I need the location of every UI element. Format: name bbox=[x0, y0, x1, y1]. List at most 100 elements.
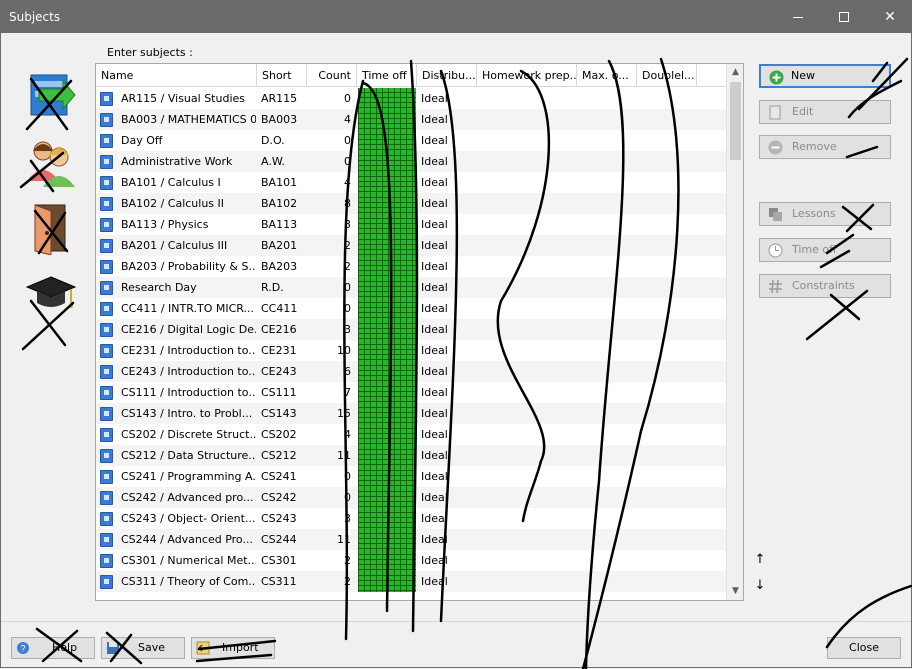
table-header: Name Short Count Time off Distribu... Ho… bbox=[96, 64, 726, 87]
time-off-grid[interactable] bbox=[358, 382, 416, 403]
table-row[interactable]: Administrative Work A.W. 0 Ideal bbox=[96, 151, 726, 172]
table-row[interactable]: CS202 / Discrete Struct... CS202 4 Ideal bbox=[96, 424, 726, 445]
column-header-homework[interactable]: Homework prep... bbox=[477, 64, 577, 87]
subject-name: CS241 / Programming A... bbox=[121, 470, 256, 483]
table-row[interactable]: BA003 / MATHEMATICS 0 BA003 4 Ideal bbox=[96, 109, 726, 130]
subject-name: Administrative Work bbox=[121, 155, 233, 168]
table-row[interactable]: CC411 / INTR.TO MICR... CC411 0 Ideal bbox=[96, 298, 726, 319]
table-row[interactable]: CS241 / Programming A... CS241 0 Ideal bbox=[96, 466, 726, 487]
new-button[interactable]: New bbox=[759, 64, 891, 88]
import-button[interactable]: Import bbox=[191, 637, 275, 659]
subject-count: 6 bbox=[344, 365, 351, 378]
time-off-grid[interactable] bbox=[358, 298, 416, 319]
time-off-grid[interactable] bbox=[358, 172, 416, 193]
move-down-button[interactable]: ↓ bbox=[754, 578, 766, 593]
table-row[interactable]: CS143 / Intro. to Probl... CS143 15 Ideal bbox=[96, 403, 726, 424]
subjects-table[interactable]: Name Short Count Time off Distribu... Ho… bbox=[95, 63, 744, 601]
table-row[interactable]: BA102 / Calculus II BA102 8 Ideal bbox=[96, 193, 726, 214]
subject-distribution: Ideal bbox=[421, 155, 448, 168]
subject-distribution: Ideal bbox=[421, 449, 448, 462]
scroll-down-icon[interactable]: ▼ bbox=[732, 586, 739, 596]
lessons-button[interactable]: Lessons bbox=[759, 202, 891, 226]
remove-button[interactable]: Remove bbox=[759, 135, 891, 159]
subject-name: CS243 / Object- Orient... bbox=[121, 512, 256, 525]
column-header-double[interactable]: Doublel... bbox=[637, 64, 697, 87]
time-off-grid[interactable] bbox=[358, 88, 416, 109]
scroll-up-icon[interactable]: ▲ bbox=[732, 67, 739, 77]
subject-distribution: Ideal bbox=[421, 113, 448, 126]
column-header-short[interactable]: Short bbox=[257, 64, 307, 87]
table-row[interactable]: CS111 / Introduction to... CS111 7 Ideal bbox=[96, 382, 726, 403]
column-header-time-off[interactable]: Time off bbox=[357, 64, 417, 87]
subjects-icon[interactable] bbox=[25, 273, 85, 333]
time-off-grid[interactable] bbox=[358, 508, 416, 529]
time-off-grid[interactable] bbox=[358, 550, 416, 571]
scroll-thumb[interactable] bbox=[730, 82, 741, 160]
column-header-count[interactable]: Count bbox=[307, 64, 357, 87]
teachers-icon[interactable] bbox=[25, 137, 85, 197]
table-row[interactable]: BA113 / Physics BA113 3 Ideal bbox=[96, 214, 726, 235]
table-row[interactable]: BA201 / Calculus III BA201 2 Ideal bbox=[96, 235, 726, 256]
column-header-name[interactable]: Name bbox=[96, 64, 257, 87]
lessons-icon bbox=[768, 207, 783, 222]
table-row[interactable]: CS301 / Numerical Met... CS301 2 Ideal bbox=[96, 550, 726, 571]
time-off-grid[interactable] bbox=[358, 445, 416, 466]
table-row[interactable]: CS311 / Theory of Com... CS311 2 Ideal bbox=[96, 571, 726, 592]
subject-icon bbox=[100, 298, 116, 319]
time-off-button[interactable]: Time off bbox=[759, 238, 891, 262]
time-off-grid[interactable] bbox=[358, 424, 416, 445]
edit-button[interactable]: Edit bbox=[759, 100, 891, 124]
time-off-grid[interactable] bbox=[358, 277, 416, 298]
time-off-grid[interactable] bbox=[358, 193, 416, 214]
subject-distribution: Ideal bbox=[421, 386, 448, 399]
time-off-grid[interactable] bbox=[358, 319, 416, 340]
time-off-grid[interactable] bbox=[358, 109, 416, 130]
time-off-grid[interactable] bbox=[358, 361, 416, 382]
time-off-grid[interactable] bbox=[358, 403, 416, 424]
subject-icon bbox=[100, 193, 116, 214]
close-button[interactable]: Close bbox=[827, 637, 901, 659]
table-row[interactable]: AR115 / Visual Studies AR115 0 Ideal bbox=[96, 88, 726, 109]
table-row[interactable]: CS212 / Data Structure... CS212 11 Ideal bbox=[96, 445, 726, 466]
table-row[interactable]: CS244 / Advanced Pro... CS244 11 Ideal bbox=[96, 529, 726, 550]
time-off-grid[interactable] bbox=[358, 256, 416, 277]
table-row[interactable]: BA203 / Probability & S... BA203 2 Ideal bbox=[96, 256, 726, 277]
table-row[interactable]: Day Off D.O. 0 Ideal bbox=[96, 130, 726, 151]
time-off-grid[interactable] bbox=[358, 214, 416, 235]
table-row[interactable]: BA101 / Calculus I BA101 4 Ideal bbox=[96, 172, 726, 193]
move-up-button[interactable]: ↑ bbox=[754, 552, 766, 567]
constraints-button[interactable]: Constraints bbox=[759, 274, 891, 298]
subject-short: CE231 bbox=[261, 344, 297, 357]
vertical-scrollbar[interactable]: ▲ ▼ bbox=[726, 64, 743, 600]
time-off-grid[interactable] bbox=[358, 235, 416, 256]
classes-icon[interactable] bbox=[25, 71, 85, 131]
minimize-button[interactable] bbox=[775, 1, 821, 33]
help-button[interactable]: ? Help bbox=[11, 637, 95, 659]
maximize-button[interactable] bbox=[821, 1, 867, 33]
time-off-grid[interactable] bbox=[358, 571, 416, 592]
close-window-button[interactable]: ✕ bbox=[867, 1, 912, 33]
subject-short: CS111 bbox=[261, 386, 297, 399]
table-row[interactable]: CE243 / Introduction to... CE243 6 Ideal bbox=[96, 361, 726, 382]
time-off-grid[interactable] bbox=[358, 487, 416, 508]
table-row[interactable]: CE231 / Introduction to... CE231 10 Ideal bbox=[96, 340, 726, 361]
table-row[interactable]: Research Day R.D. 0 Ideal bbox=[96, 277, 726, 298]
classrooms-icon[interactable] bbox=[29, 203, 89, 263]
subject-distribution: Ideal bbox=[421, 533, 448, 546]
time-off-grid[interactable] bbox=[358, 151, 416, 172]
table-row[interactable]: CS243 / Object- Orient... CS243 3 Ideal bbox=[96, 508, 726, 529]
time-off-grid[interactable] bbox=[358, 130, 416, 151]
subject-distribution: Ideal bbox=[421, 134, 448, 147]
save-button[interactable]: Save bbox=[101, 637, 185, 659]
column-header-distribution[interactable]: Distribu... bbox=[417, 64, 477, 87]
time-off-grid[interactable] bbox=[358, 529, 416, 550]
column-header-max[interactable]: Max. o... bbox=[577, 64, 637, 87]
table-row[interactable]: CS242 / Advanced pro... CS242 0 Ideal bbox=[96, 487, 726, 508]
subject-icon bbox=[100, 550, 116, 571]
table-row[interactable]: CE216 / Digital Logic De... CE216 3 Ideal bbox=[96, 319, 726, 340]
subject-icon bbox=[100, 487, 116, 508]
time-off-grid[interactable] bbox=[358, 340, 416, 361]
time-off-grid[interactable] bbox=[358, 466, 416, 487]
subject-count: 8 bbox=[344, 197, 351, 210]
subject-short: CS143 bbox=[261, 407, 297, 420]
